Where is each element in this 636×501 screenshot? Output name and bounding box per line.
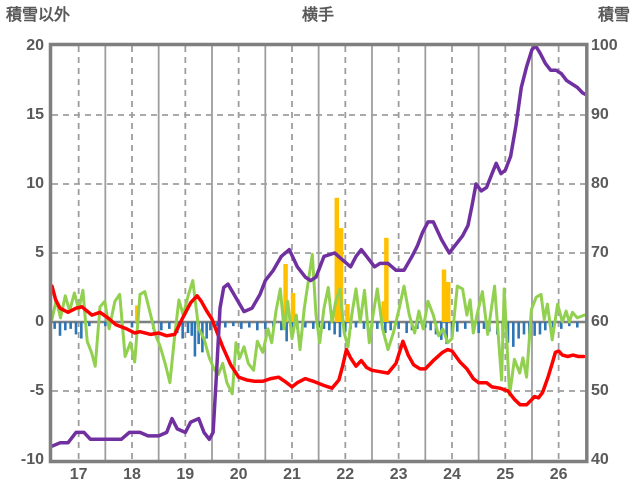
blue-bars [445, 322, 448, 345]
blue-bars [506, 322, 510, 343]
blue-bars [456, 322, 459, 332]
blue-bars [322, 322, 326, 329]
blue-bars [376, 322, 379, 329]
blue-bars [181, 322, 184, 339]
blue-bars [344, 322, 347, 332]
orange-bars [345, 304, 350, 322]
blue-bars [224, 322, 227, 328]
orange-bars [384, 237, 389, 322]
left-axis-tick: 5 [35, 244, 44, 261]
blue-bars [285, 322, 288, 342]
blue-bars [80, 322, 83, 339]
blue-bars [576, 322, 579, 328]
blue-bars [328, 322, 331, 331]
right-axis-tick: 50 [591, 382, 609, 399]
blue-bars [193, 322, 197, 357]
blue-bars [362, 322, 366, 329]
orange-bars [338, 228, 344, 322]
right-axis-tick: 100 [591, 37, 618, 54]
blue-bars [405, 322, 408, 334]
blue-bars [64, 322, 67, 331]
orange-bars [381, 301, 386, 322]
left-axis-tick: 20 [26, 37, 44, 54]
blue-bars [538, 322, 542, 335]
blue-bars [216, 322, 219, 327]
left-axis-tick: 0 [35, 313, 44, 330]
x-axis-tick: 19 [176, 466, 195, 483]
blue-bars [333, 322, 336, 335]
x-axis-tick: 20 [229, 466, 248, 483]
blue-bars [232, 322, 235, 327]
right-axis-tick: 90 [591, 106, 609, 123]
blue-bars [69, 322, 72, 329]
right-axis-tick: 60 [591, 313, 609, 330]
red-line [50, 284, 586, 407]
blue-bars [205, 322, 208, 339]
x-axis-tick: 21 [283, 466, 301, 483]
blue-bars [304, 322, 307, 328]
blue-bars [88, 322, 91, 327]
plot-border [48, 42, 589, 464]
blue-bars [280, 322, 283, 331]
left-axis-tick: 15 [26, 106, 44, 123]
x-axis-tick: 17 [69, 466, 88, 483]
blue-bars [256, 322, 259, 331]
blue-bars [104, 322, 107, 327]
blue-bars [512, 322, 515, 347]
left-axis-tick: -10 [20, 451, 44, 468]
right-axis-label: 積雪 [597, 7, 630, 24]
blue-bars [209, 322, 212, 331]
blue-bars [240, 322, 243, 329]
orange-bars [445, 281, 451, 322]
blue-bars [429, 322, 432, 331]
chart-title: 横手 [301, 7, 334, 24]
blue-bars [522, 322, 526, 335]
purple-line [50, 44, 588, 448]
x-axis-tick: 25 [496, 466, 515, 483]
blue-bars [264, 322, 267, 329]
x-axis-tick: 18 [123, 466, 141, 483]
blue-bars [130, 322, 134, 328]
blue-bars [397, 322, 400, 329]
right-axis-tick: 70 [591, 244, 609, 261]
x-axis-tick: 22 [336, 466, 355, 483]
blue-bars [74, 322, 78, 335]
blue-bars [384, 322, 387, 334]
blue-bars [197, 322, 200, 345]
blue-bars [168, 322, 171, 329]
left-axis-tick: -5 [29, 382, 44, 399]
blue-bars [477, 322, 480, 334]
blue-bars [389, 322, 392, 331]
blue-bars [354, 322, 358, 328]
blue-bars [190, 322, 194, 336]
right-axis-tick: 80 [591, 175, 609, 192]
blue-bars [517, 322, 520, 339]
blue-bars [464, 322, 467, 329]
orange-bars [334, 197, 340, 322]
blue-bars [160, 322, 163, 331]
blue-bars [312, 322, 315, 329]
blue-bars [248, 322, 251, 328]
orange-bars [283, 264, 288, 322]
right-axis-tick: 40 [591, 451, 609, 468]
orange-bars [290, 293, 296, 322]
x-axis-tick: 23 [389, 466, 408, 483]
blue-bars [560, 322, 563, 329]
blue-bars [53, 322, 56, 329]
blue-bars [58, 322, 62, 336]
green-line [50, 252, 586, 397]
x-axis-tick: 26 [549, 466, 568, 483]
blue-bars [482, 322, 486, 329]
orange-bars [441, 269, 447, 322]
x-axis-tick: 24 [443, 466, 461, 483]
blue-bars [544, 322, 547, 331]
left-axis-label: 積雪以外 [6, 7, 71, 24]
blue-bars [533, 322, 536, 336]
left-axis-tick: 10 [26, 175, 44, 192]
blue-bars [338, 322, 342, 338]
blue-bars [568, 322, 571, 327]
blue-bars [186, 322, 190, 334]
